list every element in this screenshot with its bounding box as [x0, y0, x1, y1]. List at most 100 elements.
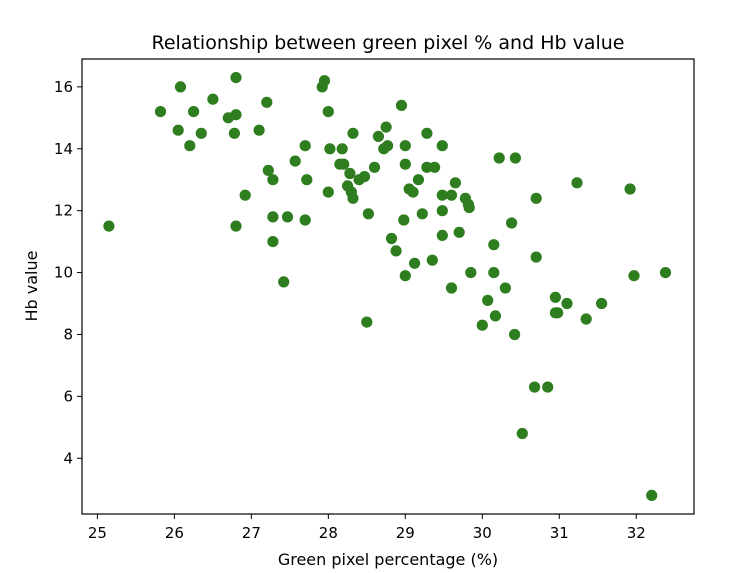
data-point [542, 381, 554, 393]
data-point [499, 282, 511, 294]
data-point [299, 140, 311, 152]
data-point [571, 177, 583, 189]
data-point [338, 158, 350, 170]
data-point [530, 251, 542, 263]
data-point [281, 211, 294, 223]
data-point [465, 267, 477, 279]
x-tick-label: 28 [319, 524, 338, 542]
data-point [336, 143, 348, 155]
y-tick-label: 10 [54, 264, 73, 282]
data-point [412, 174, 424, 186]
data-point [358, 171, 371, 183]
data-point [529, 381, 541, 393]
data-point [508, 328, 521, 341]
data-point [445, 189, 458, 201]
data-point [195, 127, 207, 139]
data-point [407, 186, 419, 198]
data-points [103, 72, 672, 501]
data-point [207, 93, 219, 105]
x-tick-label: 31 [550, 524, 569, 542]
data-point [449, 177, 461, 189]
data-point [372, 130, 384, 142]
data-point [318, 75, 331, 87]
data-point [509, 152, 521, 164]
data-point [549, 291, 562, 303]
data-point [395, 99, 408, 111]
data-point [436, 140, 448, 152]
data-point [624, 183, 636, 195]
data-point [154, 106, 167, 118]
data-point [344, 167, 356, 180]
x-tick-label: 26 [165, 524, 184, 542]
data-point [267, 211, 279, 223]
data-point [322, 106, 334, 118]
data-point [596, 297, 608, 310]
data-point [299, 214, 311, 226]
data-point [347, 192, 359, 204]
data-point [289, 155, 301, 167]
data-point [530, 192, 542, 204]
data-point [385, 232, 398, 245]
data-point [261, 96, 273, 108]
y-tick-label: 16 [54, 78, 73, 96]
data-point [362, 208, 374, 220]
y-tick-label: 12 [54, 202, 73, 220]
data-point [103, 220, 115, 232]
data-point [390, 245, 402, 257]
x-tick-label: 29 [396, 524, 415, 542]
plot-frame [81, 58, 695, 515]
data-point [488, 239, 500, 251]
data-point [399, 158, 411, 170]
data-point [267, 236, 279, 248]
x-tick-label: 32 [627, 524, 646, 542]
data-point [399, 270, 411, 282]
data-point [368, 161, 381, 173]
data-point [239, 189, 251, 201]
data-point [278, 276, 290, 288]
y-tick-label: 8 [63, 325, 73, 343]
data-point [516, 427, 528, 440]
data-point [482, 294, 494, 306]
y-axis-label: Hb value [22, 251, 41, 322]
x-axis-ticks: 25 26 27 28 29 30 31 32 [88, 514, 646, 542]
data-point [347, 127, 359, 139]
y-tick-label: 14 [54, 140, 73, 158]
data-point [398, 214, 410, 226]
data-point [426, 254, 438, 266]
data-point [172, 124, 184, 136]
data-point [659, 267, 672, 279]
data-point [580, 313, 592, 325]
data-point [445, 282, 458, 294]
data-point [489, 310, 501, 322]
data-point [561, 297, 573, 310]
data-point [552, 307, 564, 319]
data-point [476, 319, 488, 331]
data-point [646, 489, 658, 501]
data-point [463, 202, 475, 214]
data-point [267, 174, 279, 186]
data-point [174, 81, 187, 93]
x-tick-label: 30 [473, 524, 492, 542]
data-point [421, 127, 433, 139]
data-point [188, 106, 200, 118]
data-point [184, 140, 196, 152]
data-point [301, 174, 313, 186]
x-tick-label: 27 [242, 524, 261, 542]
data-point [421, 161, 433, 173]
data-point [262, 164, 274, 176]
y-axis-ticks: 4 6 8 10 12 14 16 [54, 78, 82, 467]
data-point [322, 186, 334, 198]
data-point [230, 72, 242, 84]
data-point [253, 124, 265, 136]
x-axis-label: Green pixel percentage (%) [278, 550, 498, 569]
data-point [380, 121, 392, 133]
x-tick-label: 25 [88, 524, 107, 542]
data-point [493, 152, 505, 164]
data-point [436, 229, 448, 241]
data-point [409, 257, 421, 269]
data-point [230, 109, 242, 121]
data-point [453, 226, 465, 238]
data-point [228, 127, 240, 139]
